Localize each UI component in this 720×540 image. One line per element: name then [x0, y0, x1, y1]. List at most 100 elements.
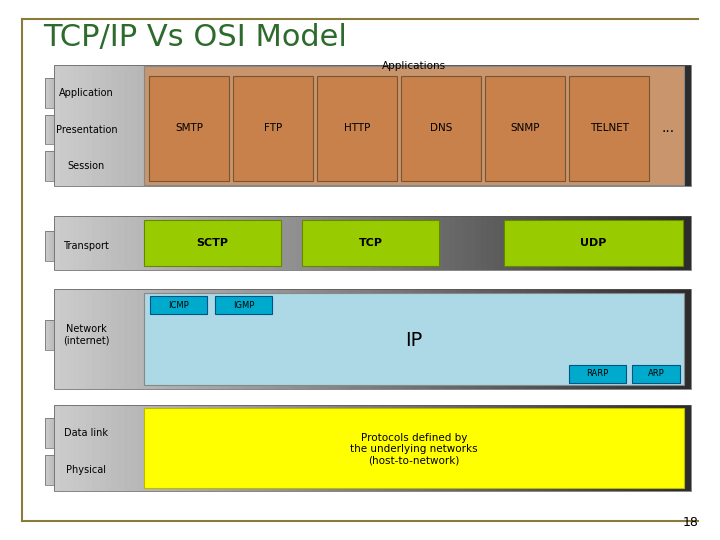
Bar [373, 65, 379, 186]
Bar [526, 405, 532, 491]
Bar [519, 405, 526, 491]
Bar [54, 216, 60, 270]
Bar [90, 231, 91, 260]
Bar [127, 418, 128, 448]
Bar [513, 405, 519, 491]
Bar [63, 455, 64, 485]
Bar [456, 289, 462, 389]
Bar [65, 418, 66, 448]
Bar [115, 151, 116, 181]
Bar [103, 455, 104, 485]
Bar [125, 115, 126, 144]
Bar [117, 216, 124, 270]
Bar [75, 231, 76, 260]
Bar [647, 405, 653, 491]
Bar [93, 320, 94, 350]
Bar [73, 151, 74, 181]
Bar [68, 320, 69, 350]
Bar [123, 115, 124, 144]
Bar [120, 320, 121, 350]
Bar [45, 455, 128, 485]
Bar [108, 418, 109, 448]
Bar [360, 216, 366, 270]
Bar [84, 231, 85, 260]
Bar [91, 151, 92, 181]
Bar [175, 65, 181, 186]
Bar [589, 216, 595, 270]
Bar [82, 151, 83, 181]
Bar [68, 115, 69, 144]
Bar [122, 151, 123, 181]
Bar [97, 151, 98, 181]
Bar [405, 65, 411, 186]
Bar [89, 151, 90, 181]
Bar [653, 289, 660, 389]
Bar [67, 65, 73, 186]
Bar [68, 418, 69, 448]
Bar [78, 418, 79, 448]
Bar [112, 418, 113, 448]
Bar [74, 455, 75, 485]
Bar [102, 151, 103, 181]
Bar [53, 455, 54, 485]
Bar [47, 78, 48, 108]
Bar [213, 216, 220, 270]
Bar [110, 418, 111, 448]
Bar [544, 65, 551, 186]
Text: SMTP: SMTP [175, 123, 203, 133]
Bar [74, 115, 75, 144]
Bar [99, 320, 101, 350]
Bar [130, 216, 137, 270]
Bar [47, 115, 48, 144]
Bar [109, 78, 110, 108]
Bar [64, 231, 65, 260]
Bar [101, 320, 102, 350]
Bar [296, 405, 302, 491]
Bar [653, 216, 660, 270]
Bar [449, 216, 456, 270]
Bar [50, 418, 51, 448]
Bar [99, 405, 105, 491]
Bar [264, 405, 271, 491]
Bar [117, 320, 118, 350]
Bar [68, 455, 69, 485]
Bar [110, 78, 111, 108]
Bar [73, 115, 74, 144]
Bar [74, 78, 75, 108]
Bar [487, 65, 494, 186]
Bar [77, 418, 78, 448]
Bar [506, 65, 513, 186]
Bar [271, 405, 277, 491]
Bar [117, 78, 118, 108]
Bar [87, 455, 88, 485]
Bar [258, 65, 264, 186]
Bar [373, 289, 379, 389]
Bar [233, 289, 239, 389]
Bar [96, 78, 97, 108]
Bar [87, 115, 88, 144]
Bar [57, 78, 58, 108]
Bar [81, 418, 82, 448]
Bar [52, 231, 53, 260]
Bar [678, 65, 685, 186]
Bar [468, 216, 474, 270]
Bar [513, 216, 519, 270]
Bar [46, 115, 47, 144]
Bar [423, 289, 430, 389]
Bar [595, 65, 602, 186]
Bar [168, 216, 175, 270]
Bar [101, 151, 102, 181]
Bar [557, 405, 564, 491]
Bar [49, 78, 50, 108]
Bar [85, 231, 86, 260]
Bar [112, 320, 113, 350]
Bar [126, 418, 127, 448]
Bar [68, 151, 69, 181]
Bar [125, 320, 126, 350]
Bar [79, 405, 86, 491]
Bar [519, 65, 526, 186]
Bar [66, 320, 68, 350]
Bar [103, 78, 104, 108]
Bar [115, 320, 116, 350]
Bar [91, 231, 92, 260]
